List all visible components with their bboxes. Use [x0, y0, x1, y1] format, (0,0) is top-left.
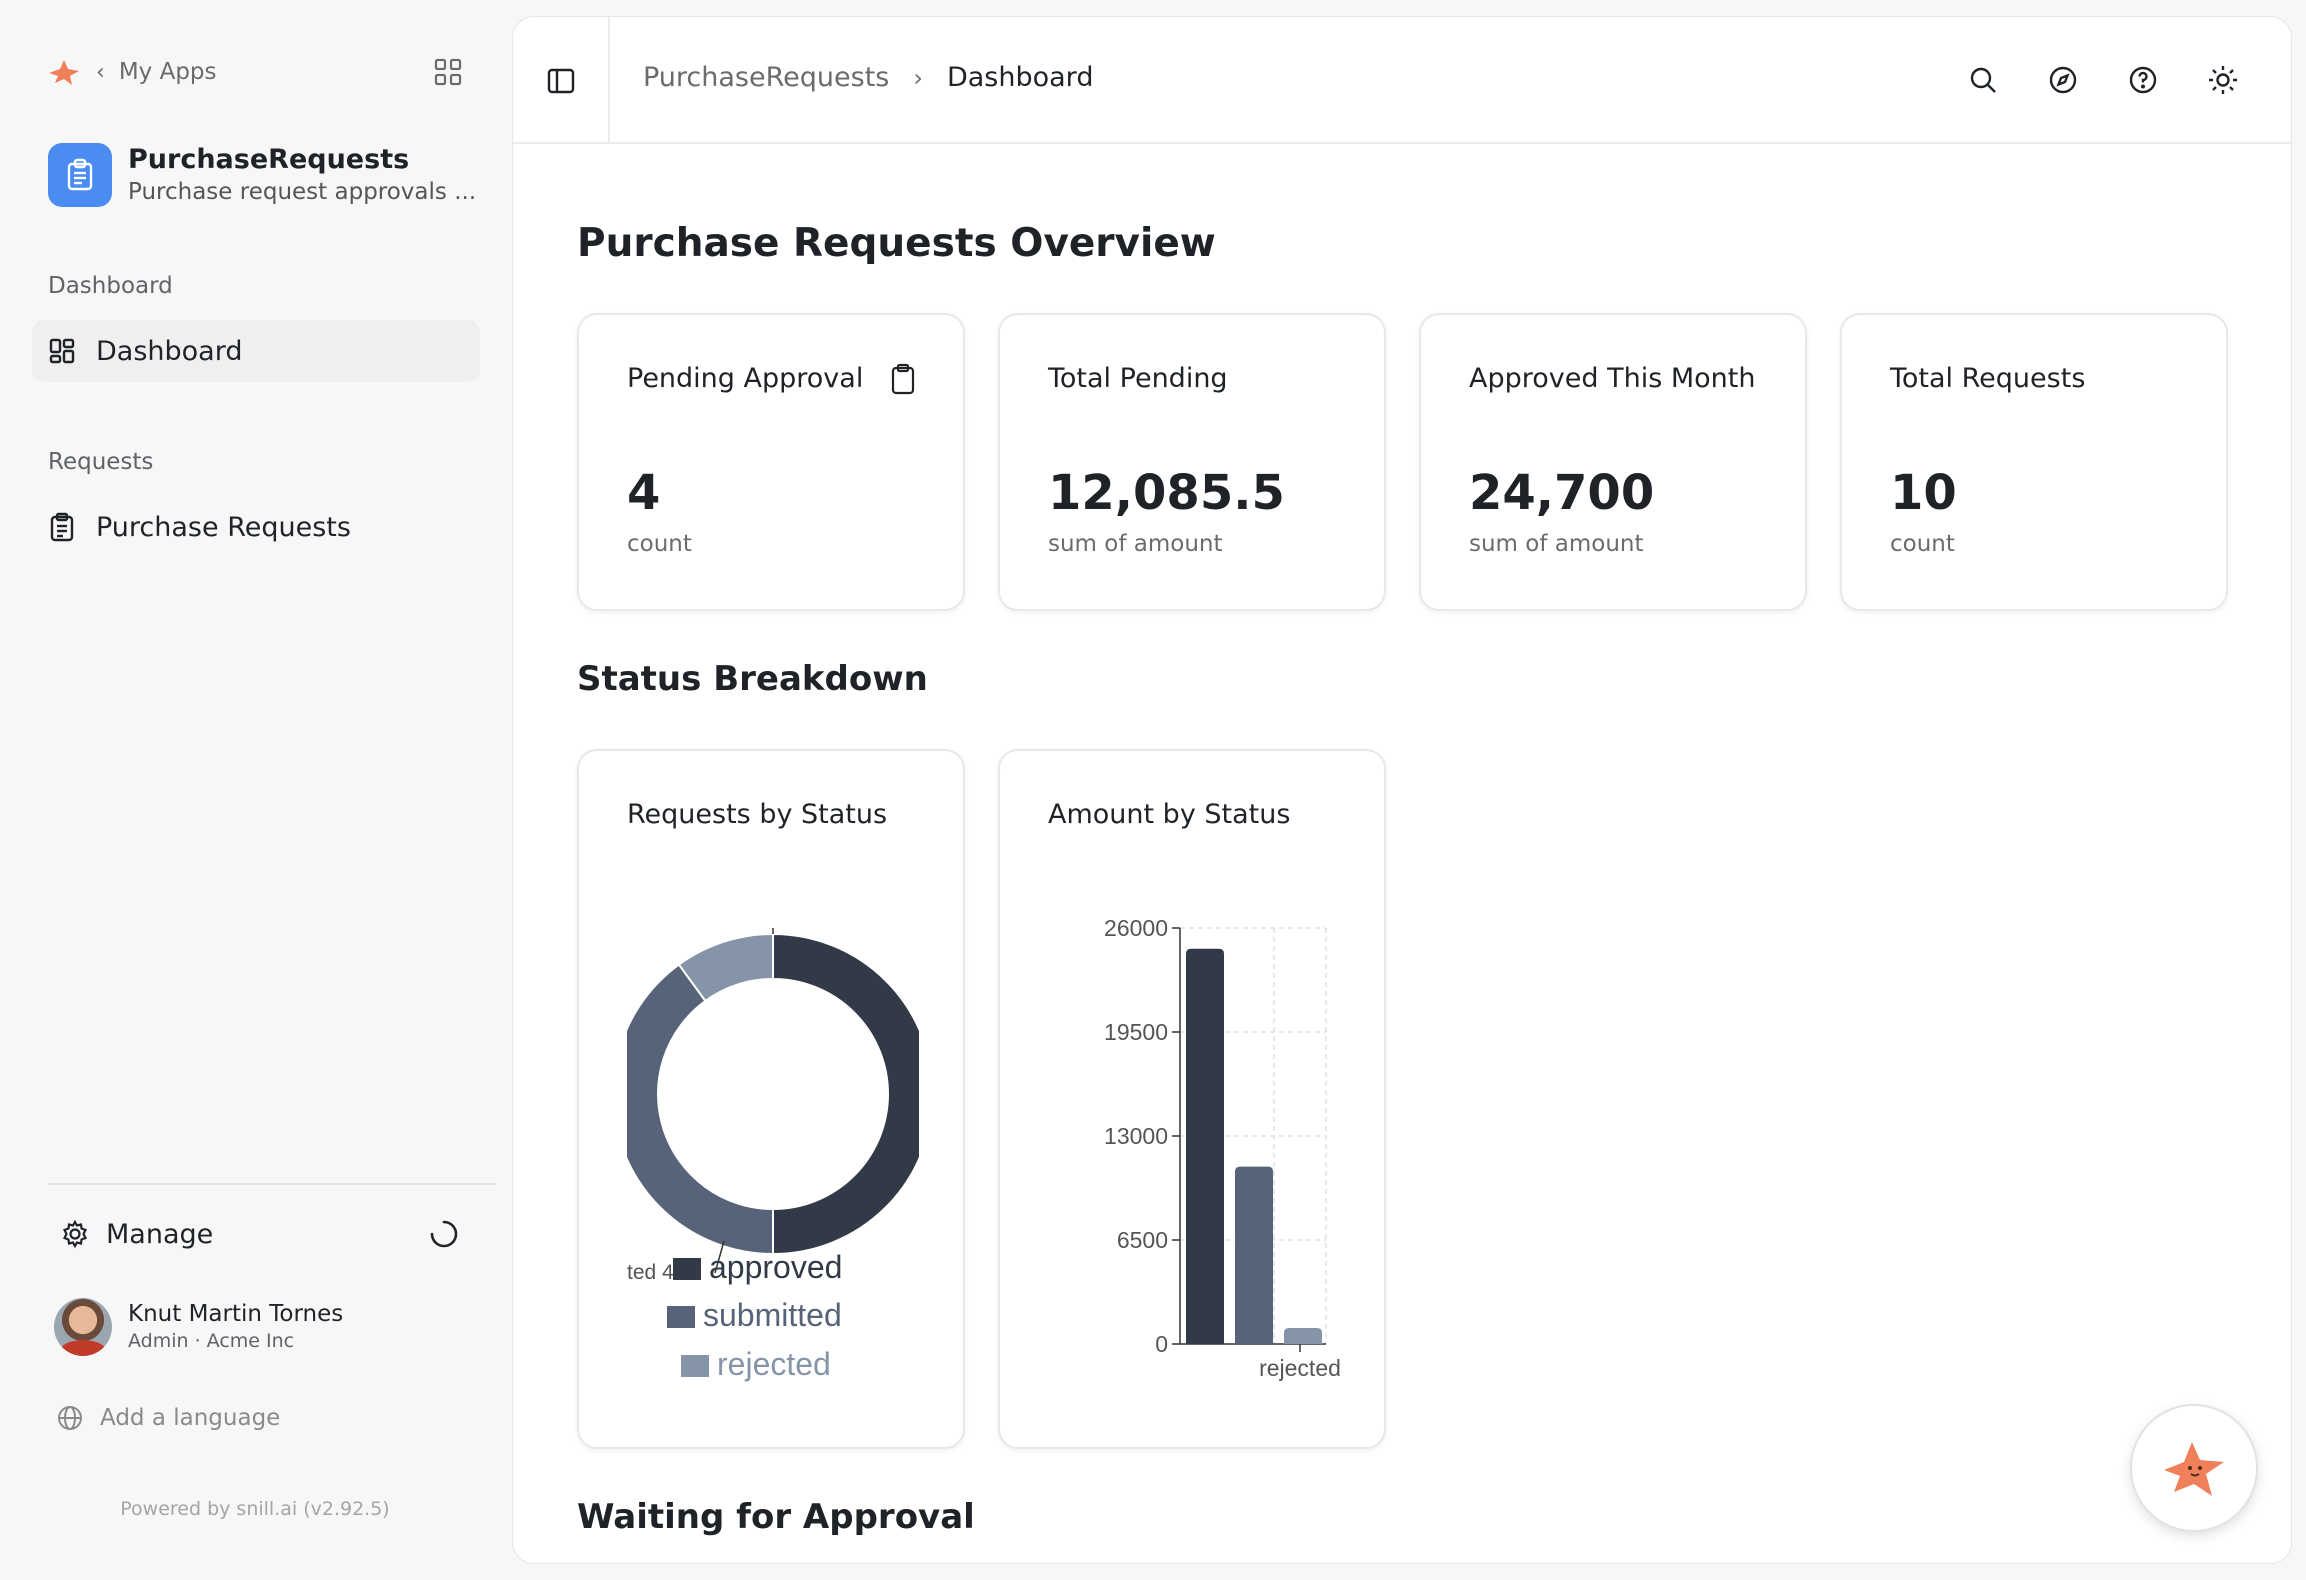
status-breakdown-heading: Status Breakdown	[577, 659, 928, 699]
kpi-card-approved-this-month: Approved This Month 24,700 sum of amount	[1419, 313, 1807, 611]
compass-icon[interactable]	[2045, 62, 2081, 98]
kpi-title: Total Requests	[1890, 363, 2086, 394]
breadcrumb-current: Dashboard	[946, 62, 1094, 93]
header: PurchaseRequests › Dashboard	[513, 17, 2291, 144]
my-apps-link[interactable]: My Apps	[118, 59, 217, 85]
breadcrumb: PurchaseRequests › Dashboard	[643, 62, 1093, 93]
waiting-for-approval-heading: Waiting for Approval	[577, 1497, 975, 1537]
bar-chart: 26000 19500 13000 6500 0 rejected	[1104, 915, 1341, 1381]
manage-button[interactable]: Manage	[60, 1214, 460, 1254]
legend-swatch-rejected	[681, 1355, 709, 1377]
app-header[interactable]: PurchaseRequests Purchase request approv…	[48, 143, 488, 209]
assistant-button[interactable]	[2130, 1404, 2258, 1532]
kpi-title: Approved This Month	[1469, 363, 1756, 394]
powered-by-text: Powered by snill.ai (v2.92.5)	[120, 1498, 390, 1520]
dashboard-icon	[48, 336, 78, 366]
sun-icon[interactable]	[2205, 62, 2241, 98]
help-icon[interactable]	[2125, 62, 2161, 98]
clipboard-icon	[889, 363, 919, 397]
header-actions	[1921, 62, 2241, 98]
legend-swatch-submitted	[667, 1306, 695, 1328]
globe-icon	[58, 1406, 82, 1430]
app-name: PurchaseRequests	[128, 144, 410, 175]
search-icon[interactable]	[1965, 62, 2001, 98]
requests-by-status-card: Requests by Status ted 4 approved submitte…	[577, 749, 965, 1449]
clipboard-icon	[48, 512, 78, 542]
sidebar-toggle-icon	[547, 68, 574, 93]
sidebar-item-dashboard[interactable]: Dashboard	[32, 320, 480, 382]
sidebar-item-purchase-requests[interactable]: Purchase Requests	[32, 496, 480, 558]
kpi-subtitle: sum of amount	[1048, 531, 1223, 557]
sidebar-divider	[48, 1183, 496, 1185]
snill-logo-icon[interactable]	[44, 52, 84, 92]
kpi-subtitle: sum of amount	[1469, 531, 1644, 557]
bar-rejected[interactable]	[1284, 1328, 1322, 1344]
add-language-label: Add a language	[100, 1405, 281, 1431]
user-role: Admin · Acme Inc	[128, 1330, 295, 1352]
snill-mascot-icon	[2164, 1442, 2224, 1496]
kpi-subtitle: count	[627, 531, 692, 557]
kpi-title: Pending Approval	[627, 363, 864, 394]
breadcrumb-app-link[interactable]: PurchaseRequests	[643, 62, 890, 93]
top-nav: ‹ My Apps	[44, 52, 464, 92]
y-tick-label: 26000	[1104, 915, 1168, 941]
chart-title: Requests by Status	[627, 799, 888, 830]
app-description: Purchase request approvals ...	[128, 179, 477, 205]
kpi-subtitle: count	[1890, 531, 1955, 557]
apps-grid-icon[interactable]	[432, 56, 464, 88]
amount-by-status-card: Amount by Status 26000 19500 13000 6500 0 rej…	[998, 749, 1386, 1449]
kpi-card-total-requests: Total Requests 10 count	[1840, 313, 2228, 611]
user-name: Knut Martin Tornes	[128, 1301, 344, 1327]
sidebar-toggle-button[interactable]	[513, 17, 610, 144]
donut-chart: ted 4 approved submitted rejected	[613, 928, 933, 1382]
kpi-value: 12,085.5	[1048, 465, 1285, 521]
sidebar-item-label: Dashboard	[96, 335, 243, 367]
kpi-card-total-pending: Total Pending 12,085.5 sum of amount	[998, 313, 1386, 611]
manage-label: Manage	[106, 1218, 214, 1250]
page-title: Purchase Requests Overview	[577, 221, 1216, 266]
donut-slice-approved[interactable]	[772, 932, 933, 1256]
x-tick-label: rejected	[1259, 1355, 1341, 1381]
app-clipboard-icon	[48, 143, 112, 207]
kpi-value: 4	[627, 465, 661, 521]
bar-submitted[interactable]	[1235, 1166, 1273, 1344]
section-label-dashboard: Dashboard	[48, 273, 173, 299]
donut-slice-rejected[interactable]	[677, 932, 774, 1003]
kpi-value: 24,700	[1469, 465, 1655, 521]
sidebar: ‹ My Apps PurchaseRequests Purchase requ…	[0, 0, 510, 1580]
kpi-value: 10	[1890, 465, 1957, 521]
legend-label-approved[interactable]: approved	[709, 1249, 842, 1285]
legend-label-submitted[interactable]: submitted	[703, 1297, 842, 1333]
y-tick-label: 6500	[1117, 1227, 1168, 1253]
legend-swatch-approved	[673, 1258, 701, 1280]
donut-label-leader	[714, 1240, 725, 1274]
donut-partial-label: ted 4	[627, 1261, 674, 1284]
user-profile[interactable]: Knut Martin Tornes Admin · Acme Inc	[54, 1298, 343, 1356]
gear-icon	[62, 1219, 88, 1249]
back-chevron-icon[interactable]: ‹	[96, 59, 105, 85]
bar-approved[interactable]	[1186, 948, 1224, 1344]
section-label-requests: Requests	[48, 449, 154, 475]
legend-label-rejected[interactable]: rejected	[717, 1346, 831, 1382]
chevron-right-icon: ›	[913, 63, 923, 92]
kpi-card-pending-approval: Pending Approval 4 count	[577, 313, 965, 611]
loading-spinner-icon	[428, 1218, 460, 1250]
add-language-button[interactable]: Add a language	[56, 1404, 280, 1432]
sidebar-item-label: Purchase Requests	[96, 511, 351, 543]
avatar	[54, 1298, 112, 1356]
y-tick-label: 19500	[1104, 1019, 1168, 1045]
main-panel: PurchaseRequests › Dashboard Purchase Re…	[512, 16, 2292, 1564]
donut-slice-submitted[interactable]	[613, 963, 774, 1256]
y-tick-label: 13000	[1104, 1123, 1168, 1149]
y-tick-label: 0	[1155, 1331, 1168, 1357]
chart-title: Amount by Status	[1048, 799, 1291, 830]
kpi-title: Total Pending	[1048, 363, 1228, 394]
